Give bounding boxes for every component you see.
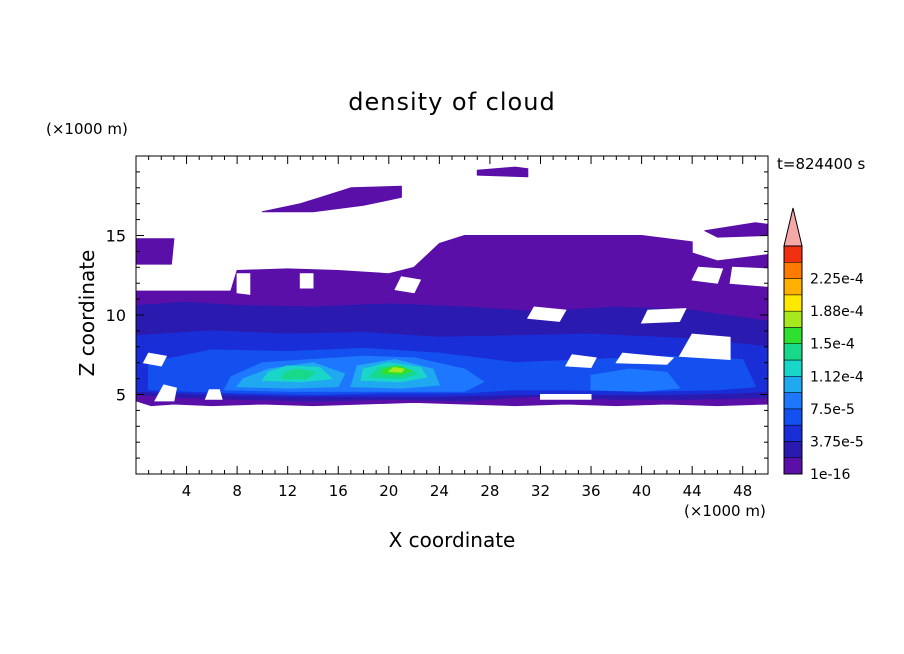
- x-tick-label: 12: [278, 482, 297, 500]
- colorbar-swatch: [783, 457, 803, 475]
- cloud-free-gap: [540, 394, 592, 400]
- cloud-free-gap: [526, 306, 567, 322]
- colorbar-swatch: [783, 327, 803, 344]
- y-tick-label: 10: [106, 306, 126, 325]
- contour-region-level-9: [388, 367, 405, 373]
- chart-title: density of cloud: [348, 88, 556, 116]
- colorbar-swatch: [783, 245, 803, 263]
- x-tick-label: 32: [531, 482, 550, 500]
- colorbar-label: 7.5e-5: [810, 402, 855, 418]
- cloud-free-gap: [678, 333, 731, 361]
- x-tick-label: 44: [683, 482, 702, 500]
- colorbar-swatch: [783, 359, 803, 377]
- colorbar-swatch: [783, 376, 803, 393]
- cloud-free-gap: [154, 384, 177, 402]
- x-tick-label: 16: [329, 482, 348, 500]
- colorbar-swatch: [783, 294, 803, 312]
- x-tick-label: 28: [480, 482, 499, 500]
- x-tick-label: 40: [632, 482, 651, 500]
- time-label: t=824400 s: [777, 155, 866, 173]
- colorbar-swatch: [783, 408, 803, 426]
- x-axis-unit: (×1000 m): [684, 502, 766, 520]
- x-axis-title: X coordinate: [0, 528, 904, 552]
- colorbar-label: 1.88e-4: [810, 304, 864, 320]
- colorbar-swatch: [783, 343, 803, 361]
- colorbar-label: 1.12e-4: [810, 369, 864, 385]
- colorbar-swatch: [783, 310, 803, 328]
- contour-region-level-7: [280, 368, 316, 380]
- colorbar: 1e-16 3.75e-5 7.5e-5 1.12e-4 1.5e-4 1.88e-4 2.…: [783, 207, 864, 483]
- colorbar-label: 3.75e-5: [810, 434, 864, 450]
- contour-region-level-0: [704, 222, 768, 238]
- y-tick-label: 15: [106, 227, 126, 246]
- colorbar-label: 1e-16: [810, 467, 850, 483]
- colorbar-label: 1.5e-4: [810, 337, 855, 353]
- contour-region-level-0: [476, 166, 529, 178]
- cloud-free-gap: [615, 352, 675, 365]
- x-tick-label: 20: [379, 482, 398, 500]
- cloud-free-gap: [204, 389, 223, 400]
- contour-region-level-0: [136, 238, 175, 265]
- z-axis-unit: (×1000 m): [46, 120, 128, 138]
- cloud-free-gap: [236, 273, 251, 295]
- cloud-free-gap: [394, 276, 422, 294]
- x-tick-label: 24: [430, 482, 449, 500]
- colorbar-swatch: [783, 441, 803, 458]
- contour-region-level-4: [590, 368, 680, 392]
- y-tick-label: 5: [116, 386, 126, 405]
- cloud-free-gap: [142, 352, 168, 367]
- colorbar-swatch: [783, 424, 803, 442]
- colorbar-swatch: [783, 392, 803, 410]
- colorbar-swatch: [783, 262, 803, 279]
- cloud-free-gap: [691, 266, 724, 284]
- colorbar-frame: [783, 245, 803, 475]
- colorbar-swatch: [783, 278, 803, 296]
- colorbar-label: 2.25e-4: [810, 272, 864, 288]
- cloud-free-gap: [564, 354, 597, 369]
- cloud-free-gap: [640, 308, 687, 324]
- x-tick-label: 8: [232, 482, 242, 500]
- plot-area: [136, 166, 768, 407]
- y-axis-title: Z coordinate: [75, 249, 99, 377]
- x-tick-label: 36: [581, 482, 600, 500]
- cloud-free-gap: [299, 273, 314, 289]
- x-axis-title-text: X coordinate: [388, 528, 516, 552]
- x-tick-label: 48: [733, 482, 752, 500]
- contour-region-level-0: [261, 185, 402, 213]
- cloud-free-gap: [729, 266, 768, 287]
- x-tick-label: 4: [182, 482, 192, 500]
